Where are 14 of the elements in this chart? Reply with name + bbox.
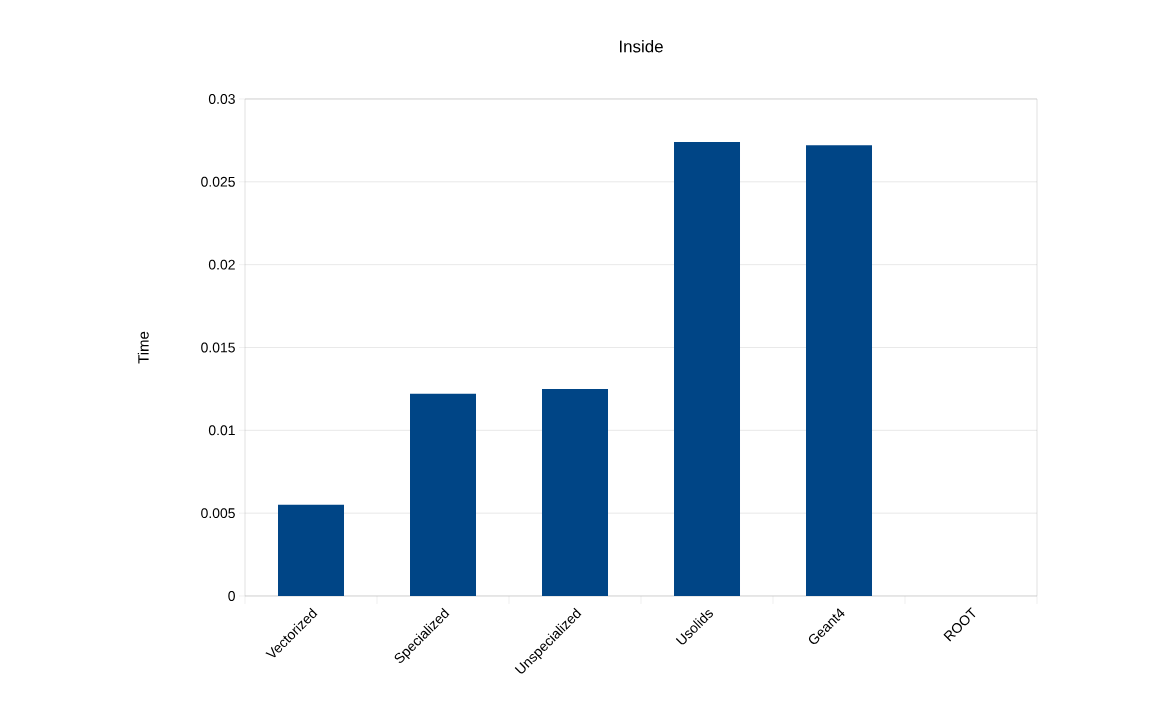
- bar: [542, 388, 608, 596]
- bar: [806, 145, 873, 596]
- chart-title: Inside: [619, 40, 663, 53]
- y-tick-label: 0.015: [201, 342, 235, 353]
- y-tick-label: 0.02: [208, 259, 235, 270]
- y-tick-label: 0.005: [201, 508, 235, 519]
- y-axis-title: Time: [137, 331, 149, 364]
- bar: [674, 142, 741, 596]
- y-tick-label: 0.03: [208, 94, 235, 104]
- y-tick-label: 0: [228, 591, 235, 601]
- y-tick-label: 0.025: [201, 176, 235, 187]
- y-tick-label: 0.01: [208, 425, 235, 436]
- bar: [278, 504, 345, 596]
- bar: [410, 393, 477, 596]
